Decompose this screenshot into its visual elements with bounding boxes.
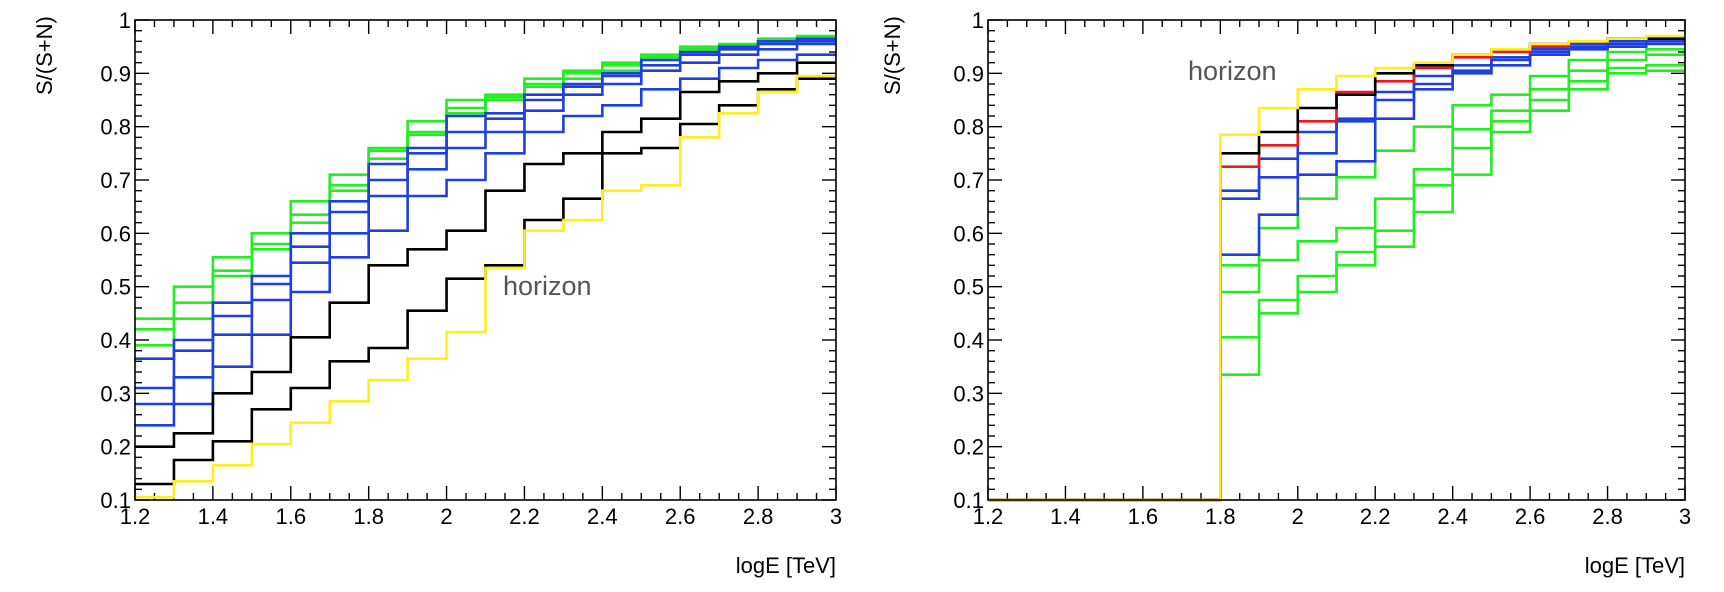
left-y-tick-label: 0.7 — [100, 168, 131, 193]
right-y-tick-label: 0.3 — [953, 381, 984, 406]
right-y-tick-label: 0.5 — [953, 275, 984, 300]
left-x-tick-label: 1.6 — [275, 504, 306, 529]
right-x-tick-label: 1.6 — [1128, 504, 1159, 529]
right-x-tick-label: 2 — [1292, 504, 1304, 529]
right-y-tick-label: 0.6 — [953, 221, 984, 246]
right-x-tick-label: 1.2 — [973, 504, 1004, 529]
left-series-blue-4 — [135, 53, 836, 427]
left-x-tick-label: 2.6 — [665, 504, 696, 529]
left-y-tick-label: 0.8 — [100, 115, 131, 140]
left-y-tick-label: 0.9 — [100, 61, 131, 86]
left-x-tick-label: 1.4 — [198, 504, 229, 529]
right-axis-ticks: 1.2 1.4 1.6 1.8 2 2.2 2.4 2.6 2.8 3 0.1 0.2 0.3 0.4 0.… — [953, 8, 1691, 529]
right-x-tick-label: 2.4 — [1437, 504, 1468, 529]
right-x-tick-label: 3 — [1679, 504, 1691, 529]
right-y-tick-label: 0.1 — [953, 488, 984, 513]
right-y-tick-label: 0.4 — [953, 328, 984, 353]
right-chart: S/(S+N) logE [TeV] horizon 1.2 1.4 1.6 1.8 2… — [880, 8, 1691, 578]
left-y-tick-label: 0.5 — [100, 275, 131, 300]
right-y-tick-label: 0.9 — [953, 61, 984, 86]
left-x-tick-label: 2.4 — [587, 504, 618, 529]
right-y-tick-label: 0.2 — [953, 435, 984, 460]
left-plot-frame — [134, 19, 837, 501]
left-x-tick-label: 1.8 — [353, 504, 384, 529]
right-x-tick-label: 1.4 — [1050, 504, 1081, 529]
left-series-blue-3 — [135, 42, 836, 406]
left-chart: S/(S+N) logE [TeV] horizon 1.2 1.4 1.6 1.8 2… — [32, 8, 842, 578]
right-y-tick-label: 1 — [972, 8, 984, 33]
left-y-tick-label: 0.1 — [100, 488, 131, 513]
left-series-black-1 — [135, 61, 836, 448]
left-x-axis-title: logE [TeV] — [736, 553, 836, 578]
left-y-tick-label: 0.4 — [100, 328, 131, 353]
left-axis-ticks: 1.2 1.4 1.6 1.8 2 2.2 2.4 2.6 2.8 3 0.1 0.2 0.3 0.4 0.… — [100, 8, 842, 529]
left-y-tick-label: 1 — [119, 8, 131, 33]
left-y-tick-label: 0.2 — [100, 435, 131, 460]
left-x-tick-label: 1.2 — [120, 504, 151, 529]
right-x-tick-label: 2.2 — [1360, 504, 1391, 529]
left-annotation-horizon: horizon — [503, 271, 592, 301]
right-x-axis-title: logE [TeV] — [1585, 553, 1685, 578]
left-y-axis-title: S/(S+N) — [32, 16, 57, 95]
right-plot-frame — [987, 19, 1686, 501]
right-plot-area — [988, 34, 1685, 502]
left-y-tick-label: 0.6 — [100, 221, 131, 246]
right-x-tick-label: 2.6 — [1515, 504, 1546, 529]
left-x-tick-label: 2.8 — [743, 504, 774, 529]
left-x-tick-label: 2 — [440, 504, 452, 529]
right-x-tick-label: 2.8 — [1592, 504, 1623, 529]
right-y-axis-title: S/(S+N) — [880, 16, 905, 95]
left-series-yellow — [135, 74, 836, 499]
right-y-tick-label: 0.7 — [953, 168, 984, 193]
right-x-tick-label: 1.8 — [1205, 504, 1236, 529]
left-x-tick-label: 3 — [830, 504, 842, 529]
left-y-tick-label: 0.3 — [100, 381, 131, 406]
right-y-tick-label: 0.8 — [953, 115, 984, 140]
left-x-tick-label: 2.2 — [509, 504, 540, 529]
left-plot-area — [135, 34, 836, 499]
right-annotation-horizon: horizon — [1188, 56, 1277, 86]
